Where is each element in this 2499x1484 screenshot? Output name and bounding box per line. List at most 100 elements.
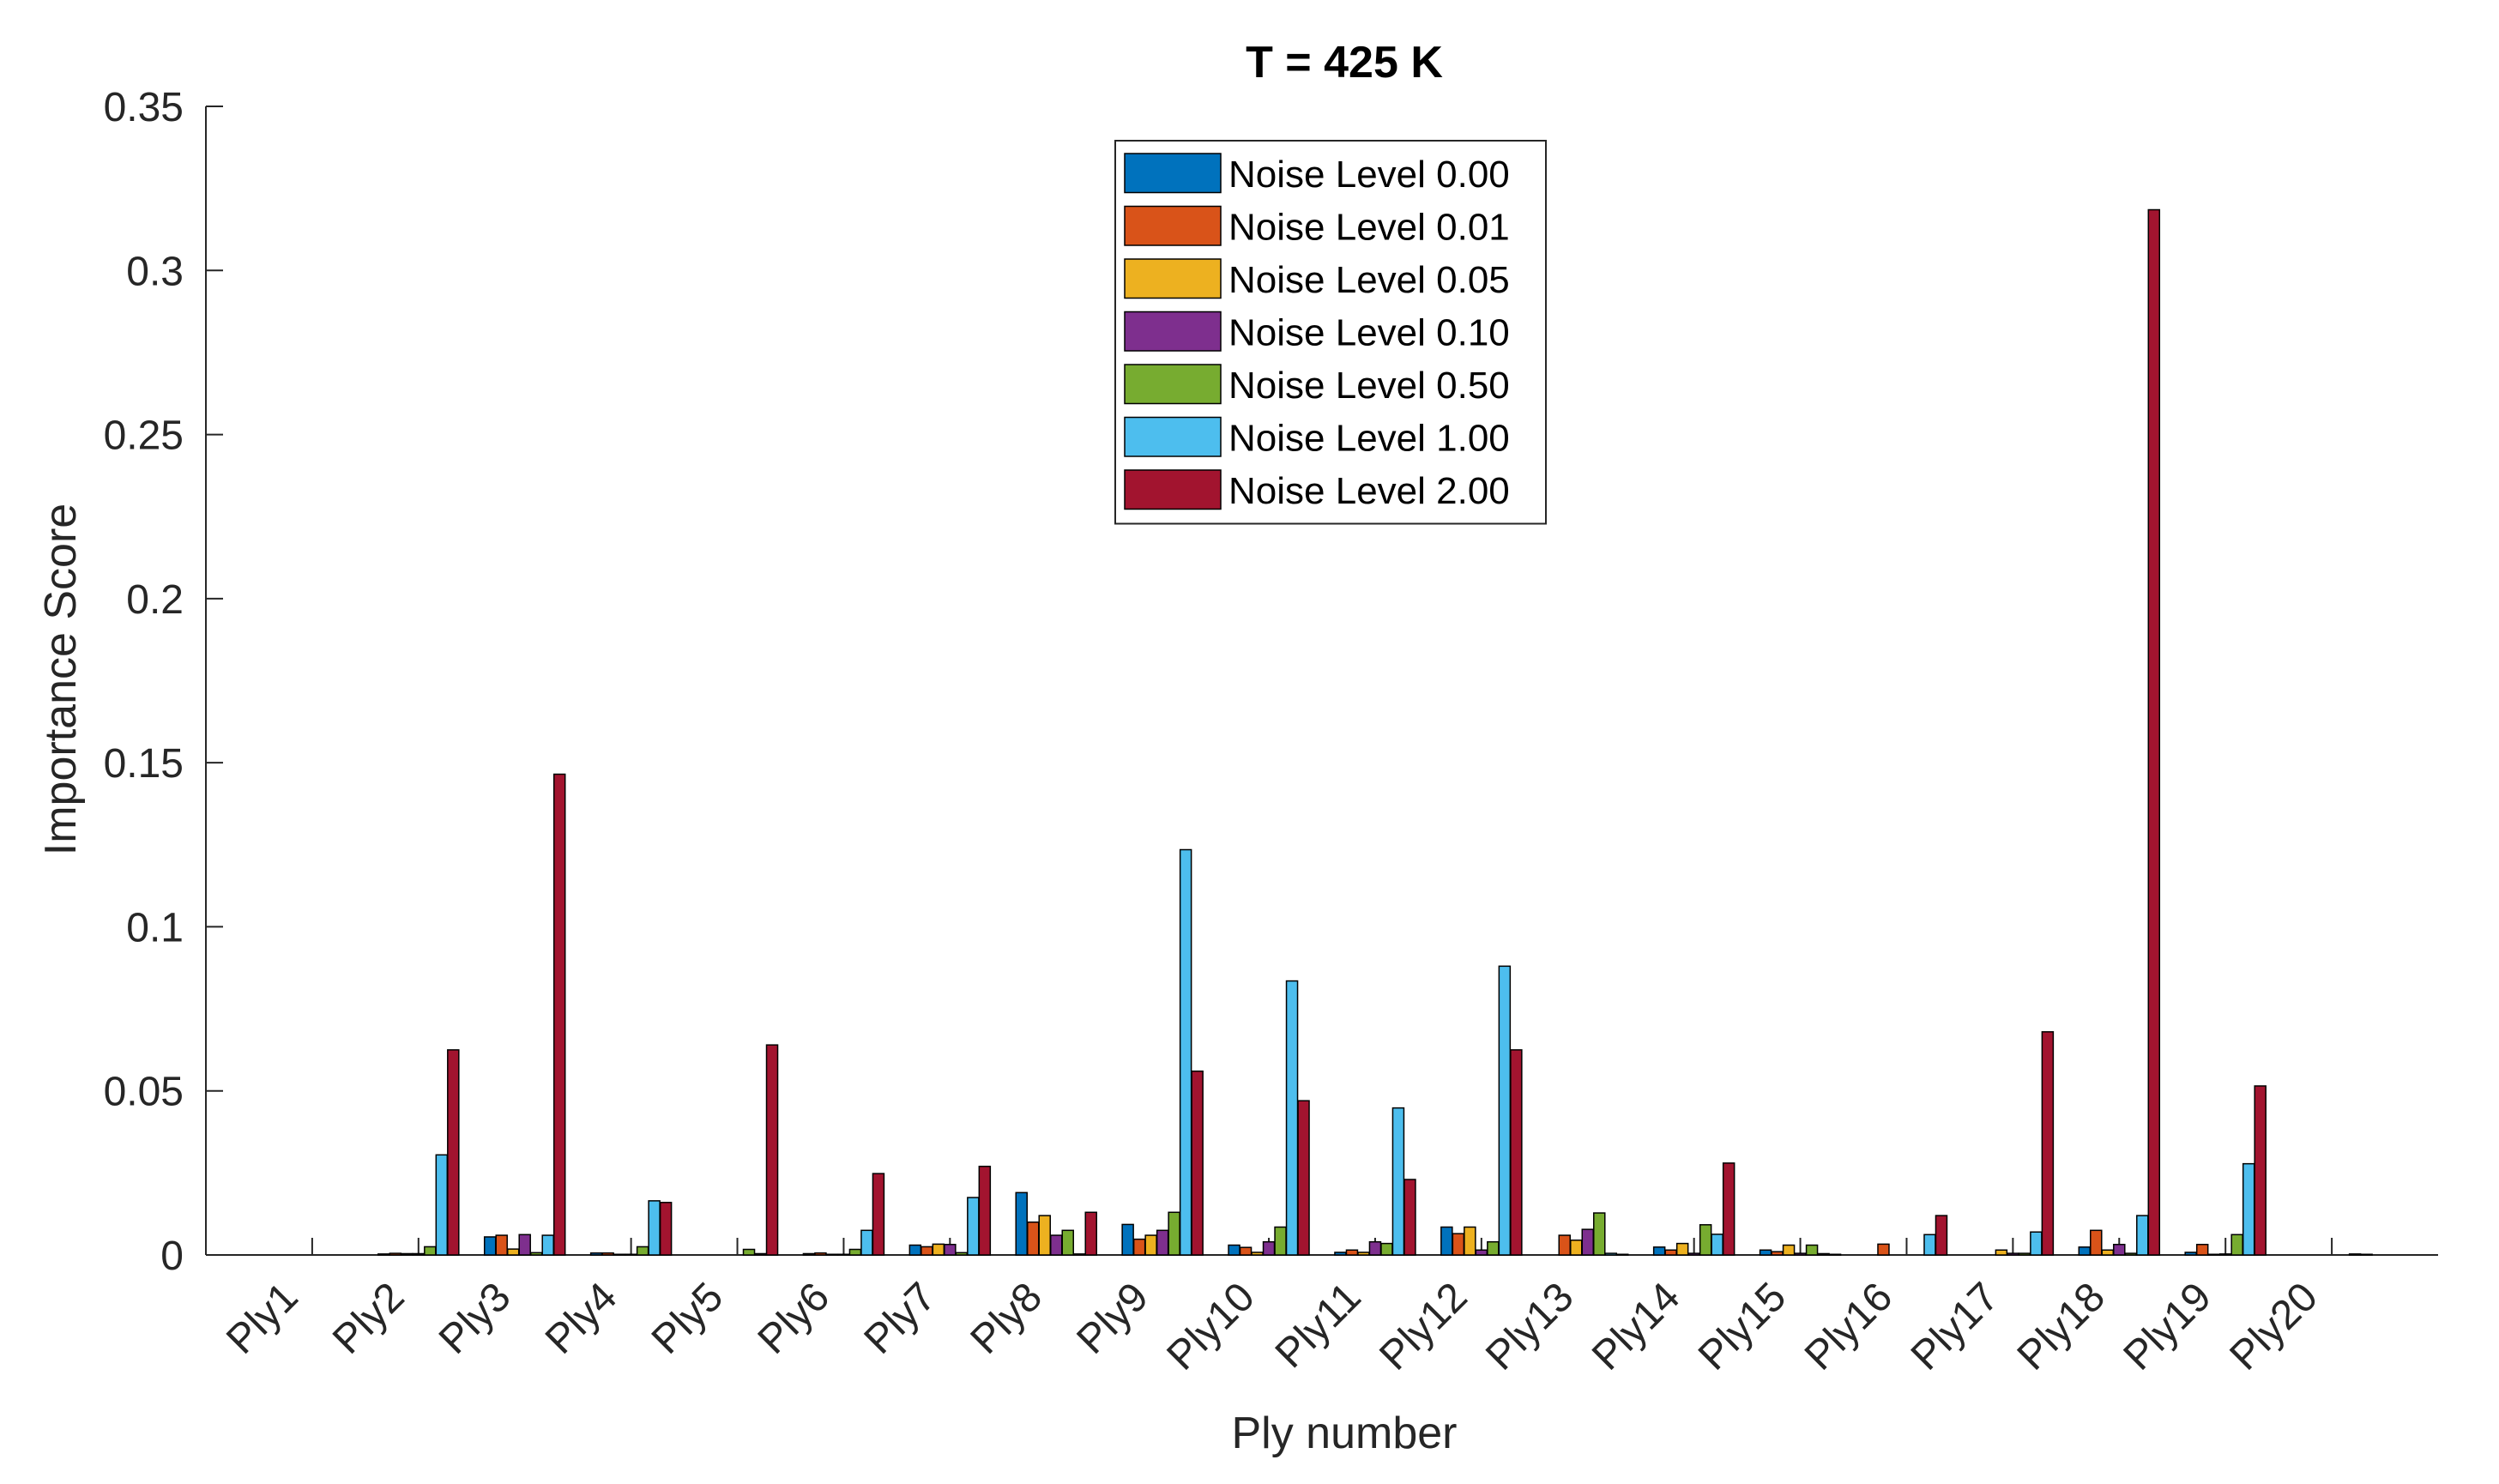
bar [529,1252,543,1256]
bar [1121,1223,1134,1256]
y-tick-label: 0.35 [104,85,184,130]
bar [447,1049,460,1256]
bar [1239,1246,1253,1256]
bar [1794,1252,1807,1256]
legend-swatch [1124,364,1222,405]
bar [1285,980,1299,1256]
bar [837,1253,850,1256]
bar [2018,1252,2031,1256]
bar [1475,1249,1488,1256]
y-tick-label: 0.05 [104,1070,184,1115]
bar [1049,1234,1063,1256]
bar [967,1197,980,1256]
bar [1179,848,1192,1256]
bar [2030,1231,2043,1256]
bar [955,1252,969,1256]
legend-swatch [1124,153,1222,194]
bar [2041,1031,2055,1256]
y-tick-label: 0.15 [104,741,184,787]
legend-swatch [1124,205,1222,246]
y-tick-label: 0 [160,1234,184,1279]
bar [2124,1252,2138,1256]
bar [1687,1252,1700,1256]
legend-entry: Noise Level 0.01 [1228,207,1510,249]
bar [1487,1240,1500,1256]
bar [1380,1242,1393,1256]
bar [814,1252,827,1256]
bar [1084,1211,1097,1256]
bar [1274,1226,1287,1256]
bar [1558,1234,1572,1256]
chart-title: T = 425 K [1246,38,1443,87]
bar [802,1252,816,1256]
bar [1228,1244,1240,1256]
bar [2090,1229,2103,1256]
bar [908,1244,922,1256]
bar [1675,1242,1689,1256]
bar [1510,1049,1523,1256]
legend-entry: Noise Level 0.50 [1228,365,1510,407]
bar [1699,1224,1712,1256]
bar [613,1253,626,1256]
bar [754,1252,767,1256]
bar [872,1173,885,1256]
bar [1995,1249,2008,1256]
legend-swatch [1124,311,1222,352]
y-tick-label: 0.2 [126,577,184,623]
bar [506,1248,520,1256]
bar [1782,1244,1796,1256]
bar [1297,1100,1310,1256]
bar [1604,1252,1618,1256]
bar [825,1253,839,1256]
bar [1652,1246,1666,1256]
bar [495,1234,508,1256]
bar [932,1243,945,1256]
bar [601,1252,614,1256]
bar [2207,1253,2220,1256]
bar [1334,1252,1347,1256]
bar [1464,1226,1476,1256]
bar [648,1200,661,1256]
bar [2101,1249,2115,1256]
bar [552,773,566,1256]
bar [2218,1253,2232,1256]
bar [1144,1234,1157,1256]
bar [1805,1244,1819,1256]
legend-entry: Noise Level 0.00 [1228,154,1510,196]
bar [1452,1233,1465,1256]
y-tick-label: 0.25 [104,413,184,459]
bar [518,1234,531,1256]
y-tick-label: 0.1 [126,905,184,950]
bar [541,1234,554,1256]
bar [1345,1249,1359,1256]
bar [1759,1249,1772,1256]
bar [1132,1238,1146,1256]
legend-entry: Noise Level 2.00 [1228,470,1510,512]
bar [1368,1240,1382,1256]
bar [1262,1240,1276,1256]
bar [2184,1252,2197,1256]
bar [2230,1234,2243,1256]
bar [2136,1215,2149,1256]
bar [860,1229,873,1256]
bar [921,1246,933,1256]
bar [1711,1234,1723,1256]
bar [2007,1252,2019,1256]
bar [1440,1226,1453,1256]
y-tick-label: 0.3 [126,249,184,294]
bar [1026,1221,1040,1256]
bar [377,1253,390,1256]
bar [1168,1211,1180,1256]
bar [2195,1244,2209,1256]
bar [389,1252,402,1256]
y-axis-label: Importance Score [36,504,86,855]
legend-swatch [1124,469,1222,510]
bar [1156,1229,1169,1256]
bar [848,1248,862,1256]
bar [1251,1252,1264,1256]
legend-swatch [1124,258,1222,299]
bar [1015,1191,1028,1256]
bar [2242,1162,2255,1256]
bar [1923,1234,1936,1256]
legend: Noise Level 0.00 Noise Level 0.01 Noise Le… [1114,140,1547,525]
